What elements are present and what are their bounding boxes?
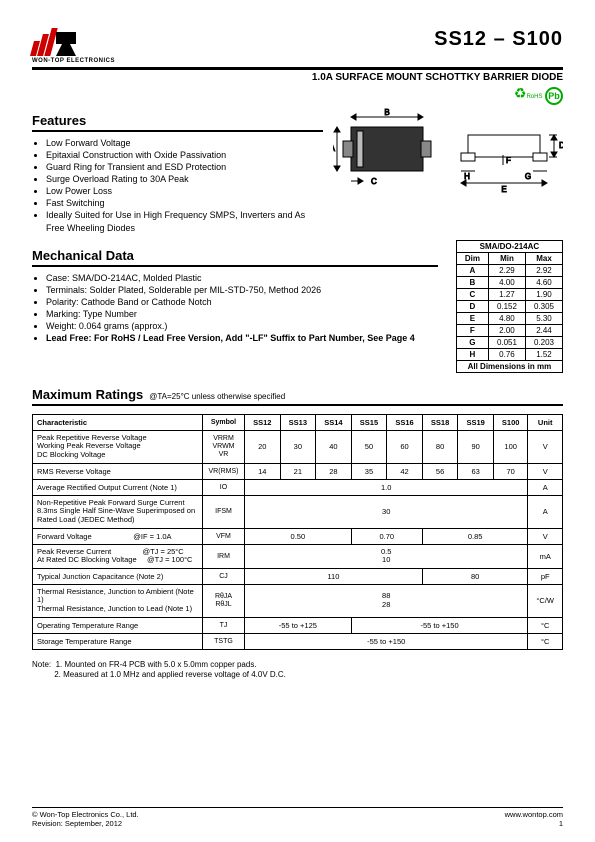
- feature-item: Guard Ring for Transient and ESD Protect…: [46, 161, 323, 173]
- dim-footer: All Dimensions in mm: [456, 360, 562, 372]
- table-row: Operating Temperature Range TJ -55 to +1…: [33, 617, 563, 633]
- svg-text:C: C: [371, 177, 377, 186]
- mech-item: Terminals: Solder Plated, Solderable per…: [46, 284, 438, 296]
- feature-item: Ideally Suited for Use in High Frequency…: [46, 209, 323, 233]
- table-row: Thermal Resistance, Junction to Ambient …: [33, 584, 563, 617]
- mech-item: Lead Free: For RoHS / Lead Free Version,…: [46, 332, 438, 344]
- logo-text: WON-TOP ELECTRONICS: [32, 58, 115, 64]
- rohs-icon: ♻RoHS: [514, 85, 543, 102]
- footer-copyright: © Won-Top Electronics Co., Ltd.: [32, 810, 139, 819]
- note-1: Note: 1. Mounted on FR-4 PCB with 5.0 x …: [32, 660, 563, 670]
- header: WON-TOP ELECTRONICS SS12 – S100: [32, 28, 563, 64]
- svg-text:F: F: [506, 156, 511, 165]
- svg-text:A: A: [333, 144, 336, 153]
- table-row: RMS Reverse Voltage VR(RMS) 14212835 425…: [33, 463, 563, 479]
- feature-item: Epitaxial Construction with Oxide Passiv…: [46, 149, 323, 161]
- footer-page: 1: [505, 819, 563, 828]
- table-row: Peak Repetitive Reverse VoltageWorking P…: [33, 430, 563, 463]
- header-rule: [32, 67, 563, 70]
- table-row: E4.805.30: [456, 312, 562, 324]
- footer: © Won-Top Electronics Co., Ltd. Revision…: [32, 807, 563, 828]
- svg-text:B: B: [384, 108, 389, 117]
- dim-col: Min: [488, 252, 525, 264]
- dim-title: SMA/DO-214AC: [456, 240, 562, 252]
- svg-text:H: H: [464, 172, 470, 181]
- footer-url: www.wontop.com: [505, 810, 563, 819]
- table-row: F2.002.44: [456, 324, 562, 336]
- dim-col: Max: [525, 252, 562, 264]
- feature-item: Low Forward Voltage: [46, 137, 323, 149]
- title-block: SS12 – S100: [434, 28, 563, 51]
- features-list: Low Forward Voltage Epitaxial Constructi…: [32, 137, 323, 234]
- table-row: Average Rectified Output Current (Note 1…: [33, 479, 563, 495]
- table-row: A2.292.92: [456, 264, 562, 276]
- mech-heading: Mechanical Data: [32, 248, 438, 267]
- table-row: Forward Voltage @IF = 1.0A VFM 0.50 0.70…: [33, 528, 563, 544]
- svg-text:E: E: [501, 185, 506, 194]
- feature-item: Surge Overload Rating to 30A Peak: [46, 173, 323, 185]
- table-row: Storage Temperature Range TSTG -55 to +1…: [33, 633, 563, 649]
- svg-text:D: D: [559, 141, 563, 150]
- table-row: C1.271.90: [456, 288, 562, 300]
- ratings-header-row: Characteristic Symbol SS12SS13SS14SS15 S…: [33, 414, 563, 430]
- ratings-table: Characteristic Symbol SS12SS13SS14SS15 S…: [32, 414, 563, 650]
- logo: WON-TOP ELECTRONICS: [32, 28, 115, 64]
- svg-text:G: G: [525, 172, 531, 181]
- compliance-icons: ♻RoHS Pb: [32, 85, 563, 105]
- subtitle: 1.0A SURFACE MOUNT SCHOTTKY BARRIER DIOD…: [32, 72, 563, 83]
- table-row: Peak Reverse Current @TJ = 25°CAt Rated …: [33, 544, 563, 568]
- feature-item: Fast Switching: [46, 197, 323, 209]
- mech-item: Polarity: Cathode Band or Cathode Notch: [46, 296, 438, 308]
- mech-list: Case: SMA/DO-214AC, Molded Plastic Termi…: [32, 272, 438, 345]
- table-row: B4.004.60: [456, 276, 562, 288]
- dimensions-table: SMA/DO-214AC Dim Min Max A2.292.92 B4.00…: [456, 240, 563, 373]
- ratings-heading: Maximum Ratings: [32, 387, 143, 402]
- footer-revision: Revision: September, 2012: [32, 819, 139, 828]
- feature-item: Low Power Loss: [46, 185, 323, 197]
- pb-free-icon: Pb: [545, 87, 563, 105]
- note-2: 2. Measured at 1.0 MHz and applied rever…: [32, 670, 563, 680]
- mech-item: Case: SMA/DO-214AC, Molded Plastic: [46, 272, 438, 284]
- mech-item: Weight: 0.064 grams (approx.): [46, 320, 438, 332]
- table-row: Non-Repetitive Peak Forward Surge Curren…: [33, 495, 563, 528]
- table-row: G0.0510.203: [456, 336, 562, 348]
- logo-bars: [32, 28, 115, 56]
- table-row: D0.1520.305: [456, 300, 562, 312]
- mech-item: Marking: Type Number: [46, 308, 438, 320]
- dim-col: Dim: [456, 252, 488, 264]
- notes: Note: 1. Mounted on FR-4 PCB with 5.0 x …: [32, 660, 563, 681]
- table-row: H0.761.52: [456, 348, 562, 360]
- ratings-condition: @TA=25°C unless otherwise specified: [149, 392, 285, 401]
- table-row: Typical Junction Capacitance (Note 2) CJ…: [33, 568, 563, 584]
- part-title: SS12 – S100: [434, 28, 563, 51]
- features-heading: Features: [32, 113, 323, 132]
- package-diagram: B A C D F E H G: [333, 105, 563, 195]
